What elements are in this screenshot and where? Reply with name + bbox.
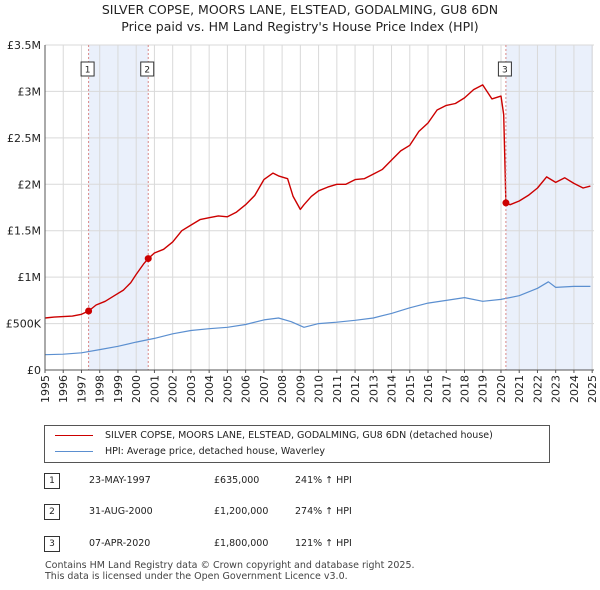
sale-hpi-change: 241% ↑ HPI — [295, 475, 352, 486]
price-chart: 1 2 3 £0 £500K £1M £1.5M £2M £2.5M £3M £3.5M 1995 1… — [6, 39, 599, 403]
y-tick-label: £500K — [6, 318, 42, 331]
x-tick-label: 2020 — [495, 375, 508, 403]
x-tick-label: 2007 — [258, 375, 271, 403]
footer-line-1: Contains HM Land Registry data © Crown c… — [45, 560, 415, 571]
chart-subtitle: Price paid vs. HM Land Registry's House … — [121, 19, 479, 34]
sale-price: £1,800,000 — [214, 538, 269, 549]
sale-hpi-change: 274% ↑ HPI — [295, 506, 352, 517]
sale-label-box — [497, 61, 512, 77]
x-tick-label: 2016 — [422, 375, 435, 403]
sale-label-number: 1 — [85, 66, 91, 76]
x-tick-label: 1995 — [39, 375, 52, 403]
legend-entry-property: SILVER COPSE, MOORS LANE, ELSTEAD, GODAL… — [55, 429, 493, 443]
table-row: 1 23-MAY-1997 £635,000 241% ↑ HPI — [44, 473, 444, 489]
legend-entry-hpi: HPI: Average price, detached house, Wave… — [55, 445, 325, 459]
x-tick-label: 2024 — [568, 375, 581, 403]
x-tick-label: 2019 — [477, 375, 490, 403]
sale-number-badge: 3 — [44, 536, 60, 552]
table-row: 3 07-APR-2020 £1,800,000 121% ↑ HPI — [44, 536, 444, 552]
sale-price: £635,000 — [214, 475, 260, 486]
y-tick-label: £3M — [18, 85, 42, 98]
x-tick-label: 1999 — [112, 375, 125, 403]
sale-number-badge: 2 — [44, 504, 60, 520]
chart-title: SILVER COPSE, MOORS LANE, ELSTEAD, GODAL… — [101, 2, 499, 17]
x-tick-label: 2008 — [276, 375, 289, 403]
sale-number-badge: 1 — [44, 473, 60, 489]
x-tick-label: 2021 — [513, 375, 526, 403]
x-tick-label: 1998 — [94, 375, 107, 403]
sale-price: £1,200,000 — [214, 506, 269, 517]
sale-date: 23-MAY-1997 — [89, 475, 151, 486]
sale-date: 31-AUG-2000 — [89, 506, 153, 517]
sale-label-box — [140, 61, 155, 77]
legend-swatch-hpi — [55, 451, 93, 452]
x-tick-label: 2001 — [148, 375, 161, 403]
legend-label-hpi: HPI: Average price, detached house, Wave… — [105, 446, 325, 457]
x-tick-label: 2018 — [459, 375, 472, 403]
sale-point — [144, 255, 152, 263]
x-tick-label: 2009 — [294, 375, 307, 403]
y-tick-label: £0 — [27, 364, 41, 377]
x-tick-label: 2006 — [240, 375, 253, 403]
x-tick-label: 2003 — [185, 375, 198, 403]
sale-point — [502, 199, 510, 207]
sale-label-number: 2 — [144, 66, 150, 76]
x-tick-label: 2012 — [349, 375, 362, 403]
y-tick-label: £2M — [18, 178, 42, 191]
sale-label-box — [80, 61, 95, 77]
x-tick-label: 2000 — [130, 375, 143, 403]
footer-line-2: This data is licensed under the Open Gov… — [45, 571, 348, 582]
x-tick-label: 2002 — [167, 375, 180, 403]
x-tick-label: 2013 — [367, 375, 380, 403]
sale-label-number: 3 — [502, 66, 508, 76]
x-tick-label: 1997 — [75, 375, 88, 403]
legend: SILVER COPSE, MOORS LANE, ELSTEAD, GODAL… — [44, 425, 550, 463]
hpi-line — [44, 281, 591, 356]
x-tick-label: 1996 — [57, 375, 70, 403]
y-tick-label: £1M — [18, 271, 42, 284]
sale-hpi-change: 121% ↑ HPI — [295, 538, 352, 549]
y-tick-label: £3.5M — [7, 39, 41, 52]
x-tick-label: 2011 — [331, 375, 344, 403]
x-tick-label: 2022 — [531, 375, 544, 403]
x-tick-label: 2015 — [404, 375, 417, 403]
y-tick-label: £2.5M — [7, 132, 41, 145]
x-tick-label: 2023 — [550, 375, 563, 403]
footer-attribution: Contains HM Land Registry data © Crown c… — [45, 560, 415, 582]
x-tick-label: 2025 — [586, 375, 599, 403]
x-tick-label: 2017 — [440, 375, 453, 403]
y-tick-label: £1.5M — [7, 225, 41, 238]
x-tick-label: 2005 — [221, 375, 234, 403]
legend-swatch-property — [55, 435, 93, 436]
legend-label-property: SILVER COPSE, MOORS LANE, ELSTEAD, GODAL… — [105, 430, 493, 441]
sale-date: 07-APR-2020 — [89, 538, 151, 549]
x-tick-label: 2004 — [203, 375, 216, 403]
x-tick-label: 2010 — [313, 375, 326, 403]
property-price-line — [44, 84, 591, 319]
x-tick-label: 2014 — [386, 375, 399, 403]
table-row: 2 31-AUG-2000 £1,200,000 274% ↑ HPI — [44, 504, 444, 520]
sale-point — [85, 307, 93, 315]
ownership-shade — [505, 45, 593, 370]
